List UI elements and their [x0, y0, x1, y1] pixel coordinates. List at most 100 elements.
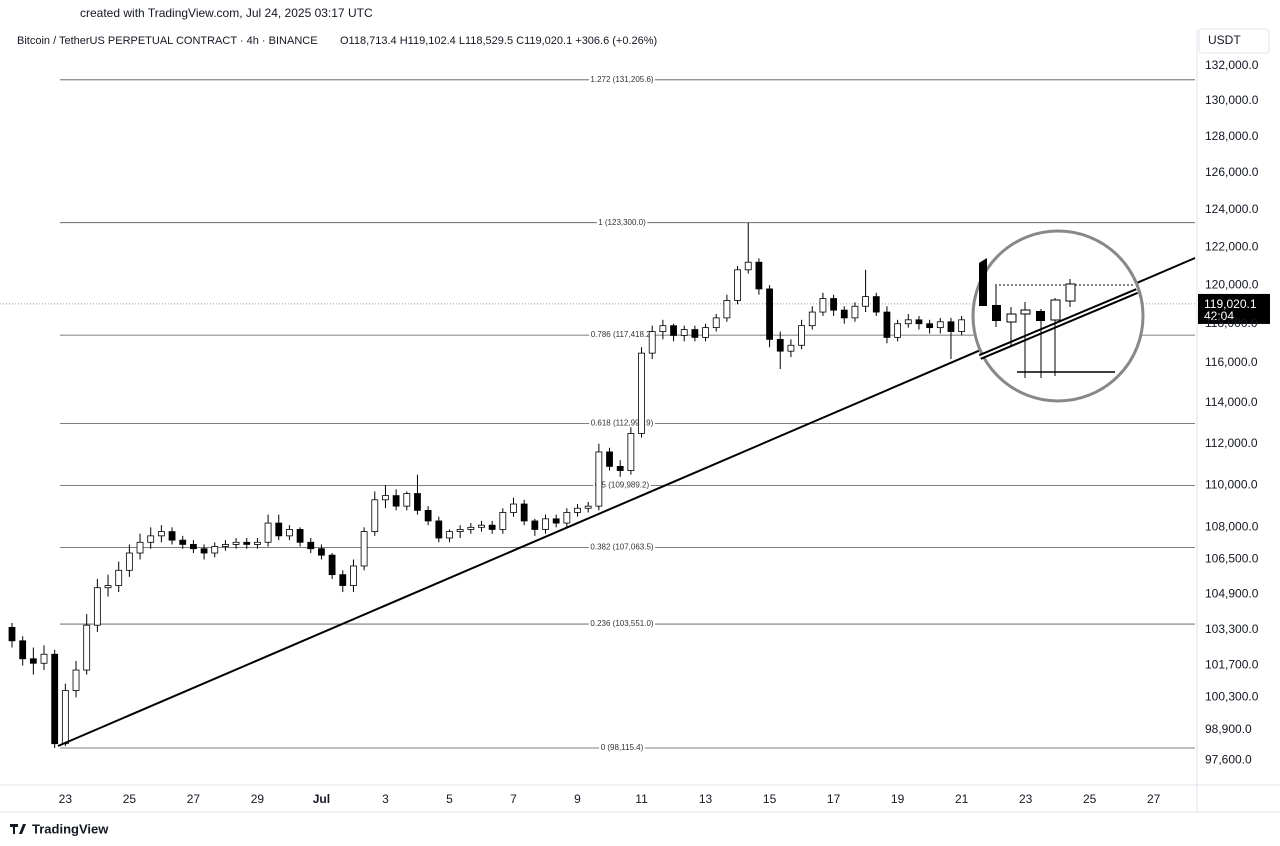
y-tick-label: 122,000.0 [1205, 239, 1259, 253]
candle-body [286, 529, 293, 537]
candle-body [755, 261, 763, 290]
candle-body [552, 518, 560, 524]
candle-body [659, 325, 667, 332]
candle-body [766, 288, 773, 340]
y-tick-label: 116,000.0 [1205, 355, 1258, 369]
candle-body [584, 505, 592, 509]
x-tick-label: 27 [187, 792, 201, 806]
candle-body [947, 321, 955, 332]
price-tag [1198, 293, 1270, 324]
price-label: 119,020.142:04 [1198, 293, 1270, 324]
candle-body [61, 690, 69, 745]
candle-body [542, 518, 549, 530]
x-tick-label: 25 [1083, 792, 1097, 806]
candle-body [40, 653, 48, 664]
y-tick-label: 130,000.0 [1205, 93, 1259, 107]
candle-body [862, 296, 870, 307]
fib-label: 1 (123,300.0) [598, 218, 646, 227]
candle-body [734, 269, 741, 301]
candle-body [926, 323, 934, 329]
candle-body [29, 658, 37, 664]
y-tick-label: 128,000.0 [1205, 129, 1259, 143]
x-tick-label: 19 [891, 792, 905, 806]
candle-body [723, 300, 731, 319]
candle-body [254, 541, 261, 545]
candle-body [424, 509, 432, 522]
candle-body [936, 321, 944, 329]
candle-body [72, 669, 80, 691]
candle-body [467, 526, 475, 530]
y-tick-label: 124,000.0 [1205, 202, 1259, 216]
x-tick-label: 27 [1147, 792, 1161, 806]
candle-body [595, 451, 603, 507]
candle-body [19, 640, 27, 660]
candle-body [147, 535, 155, 543]
candle-body [392, 495, 400, 507]
fib-label: 0 (98,115.4) [601, 743, 644, 752]
candle-body [606, 451, 613, 467]
x-tick-label: 3 [382, 792, 389, 806]
candle-body [104, 585, 112, 589]
candle-body [211, 546, 219, 554]
fib-label: 0.5 (109,989.2) [595, 480, 650, 489]
zoom-candle [1050, 299, 1061, 321]
candle-body [414, 493, 421, 511]
y-tick-label: 132,000.0 [1205, 58, 1259, 72]
x-tick-label: 29 [251, 792, 265, 806]
zoom-candle [1065, 283, 1076, 302]
candle-body [435, 520, 443, 539]
zoom-candle [979, 258, 987, 306]
y-tick-label: 126,000.0 [1205, 165, 1259, 179]
candle-body [115, 569, 123, 586]
x-tick-label: 17 [827, 792, 841, 806]
y-tick-label: 118,000.0 [1205, 316, 1258, 330]
candle-body [296, 529, 304, 543]
candle-body [851, 305, 859, 319]
candle-body [307, 541, 315, 550]
candle-body [574, 507, 581, 513]
candle-body [51, 653, 59, 745]
candle-body [691, 329, 699, 338]
ohlc: O118,713.4 H119,102.4 L118,529.5 C119,02… [340, 35, 657, 47]
candle-body [243, 541, 251, 545]
candle-body [712, 317, 720, 329]
y-tick-label: 104,900.0 [1205, 586, 1259, 600]
y-tick-label: 110,000.0 [1205, 477, 1258, 491]
candle-body [872, 296, 880, 313]
candle-body [136, 541, 144, 554]
candle-body [627, 433, 635, 471]
currency-box[interactable] [1198, 28, 1270, 54]
candle-body [510, 503, 517, 513]
y-tick-label: 106,500.0 [1205, 552, 1259, 566]
y-tick-label: 98,900.0 [1205, 722, 1252, 736]
candle-body [168, 531, 176, 541]
candle-body [339, 574, 347, 586]
candle-body [680, 329, 688, 336]
currency[interactable]: USDT [1208, 33, 1241, 47]
y-tick-label: 108,000.0 [1205, 520, 1259, 534]
candle-body [904, 319, 912, 325]
x-tick-label: 9 [574, 792, 581, 806]
candle-body [744, 261, 752, 271]
candle-body [958, 319, 966, 332]
candle-body [808, 311, 816, 327]
y-tick-label: 112,000.0 [1205, 436, 1258, 450]
candle-body [819, 298, 827, 313]
zoom-candle [1036, 311, 1045, 321]
candle-body [702, 327, 709, 338]
candle-body [488, 524, 496, 530]
fib-label: 0.786 (117,418.2) [591, 330, 654, 339]
candle-body [531, 520, 539, 530]
x-tick-label: 15 [763, 792, 777, 806]
y-tick-label: 120,000.0 [1205, 277, 1259, 291]
x-tick-label: Jul [313, 792, 330, 806]
x-tick-label: 21 [955, 792, 969, 806]
candle-body [883, 311, 891, 338]
x-tick-label: 7 [510, 792, 517, 806]
candle-body [499, 512, 507, 530]
candle-body [456, 529, 464, 532]
candle-body [648, 331, 656, 354]
plot: 1.272 (131,205.6) 1 (123,300.0) 0.786 (117… [0, 73, 1197, 754]
candle-body [915, 319, 923, 325]
